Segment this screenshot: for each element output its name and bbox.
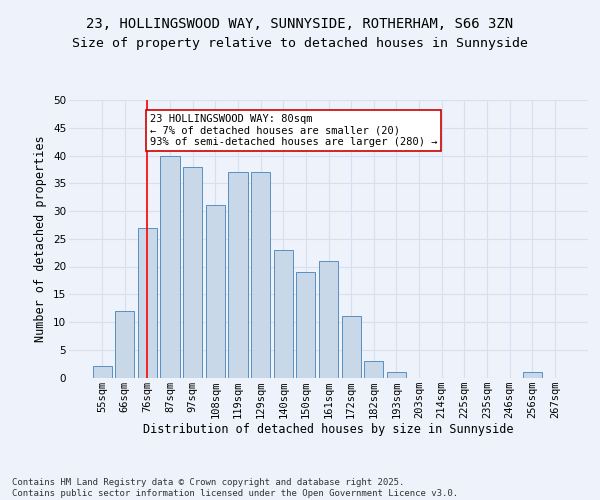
Bar: [251, 172, 270, 378]
Bar: [160, 156, 180, 378]
Bar: [387, 372, 406, 378]
Text: Size of property relative to detached houses in Sunnyside: Size of property relative to detached ho…: [72, 38, 528, 51]
Bar: [341, 316, 361, 378]
Bar: [92, 366, 112, 378]
Bar: [206, 206, 225, 378]
Bar: [229, 172, 248, 378]
Bar: [523, 372, 542, 378]
Bar: [296, 272, 316, 378]
Bar: [183, 166, 202, 378]
Text: Contains HM Land Registry data © Crown copyright and database right 2025.
Contai: Contains HM Land Registry data © Crown c…: [12, 478, 458, 498]
X-axis label: Distribution of detached houses by size in Sunnyside: Distribution of detached houses by size …: [143, 424, 514, 436]
Text: 23, HOLLINGSWOOD WAY, SUNNYSIDE, ROTHERHAM, S66 3ZN: 23, HOLLINGSWOOD WAY, SUNNYSIDE, ROTHERH…: [86, 18, 514, 32]
Bar: [319, 261, 338, 378]
Bar: [364, 361, 383, 378]
Bar: [115, 311, 134, 378]
Y-axis label: Number of detached properties: Number of detached properties: [34, 136, 47, 342]
Text: 23 HOLLINGSWOOD WAY: 80sqm
← 7% of detached houses are smaller (20)
93% of semi-: 23 HOLLINGSWOOD WAY: 80sqm ← 7% of detac…: [150, 114, 437, 147]
Bar: [274, 250, 293, 378]
Bar: [138, 228, 157, 378]
